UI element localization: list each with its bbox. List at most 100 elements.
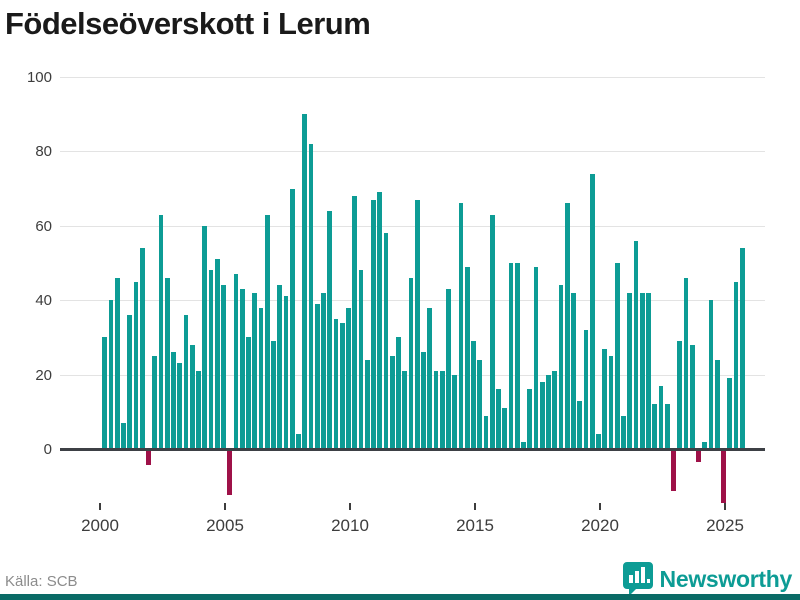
- x-tick: [474, 503, 476, 510]
- bar: [452, 374, 458, 449]
- gridline: [60, 151, 765, 153]
- bar-negative: [721, 450, 726, 503]
- gridline: [60, 225, 765, 227]
- x-tick: [99, 503, 101, 510]
- bar: [308, 143, 314, 449]
- bar: [433, 370, 439, 449]
- bar: [739, 248, 745, 449]
- bar: [658, 385, 664, 449]
- bar: [464, 266, 470, 449]
- newsworthy-wordmark: Newsworthy: [659, 565, 793, 592]
- bar: [202, 225, 208, 449]
- bar: [496, 389, 501, 449]
- bar: [621, 415, 626, 449]
- bar: [558, 285, 564, 449]
- bar: [296, 434, 301, 449]
- bar: [383, 233, 389, 449]
- bar: [414, 199, 420, 449]
- x-tick-label: 2000: [81, 516, 119, 535]
- bar: [352, 196, 358, 449]
- bar: [289, 188, 295, 449]
- bar-negative: [696, 450, 701, 462]
- bar: [608, 356, 614, 449]
- bar: [158, 214, 164, 449]
- bar: [427, 307, 433, 449]
- bar: [596, 434, 601, 449]
- bar: [121, 422, 126, 449]
- bar: [446, 289, 451, 449]
- bar: [246, 337, 251, 449]
- bar: [314, 303, 320, 449]
- bar: [714, 359, 720, 449]
- newsworthy-icon: [622, 562, 653, 596]
- source-label: Källa: SCB: [5, 573, 78, 590]
- bar: [489, 214, 495, 449]
- bar: [271, 341, 276, 449]
- x-axis-line: [60, 447, 765, 451]
- bar: [252, 292, 258, 449]
- bar: [546, 374, 551, 449]
- footer-strip: [0, 594, 800, 600]
- bar: [508, 263, 514, 449]
- bar: [664, 404, 670, 449]
- x-tick: [224, 503, 226, 510]
- bar: [571, 292, 576, 449]
- bar-chart: 0 20 40 60 80 100 2000 2005 2010 2015 2020 2025: [27, 70, 765, 535]
- bar: [389, 356, 395, 449]
- bar: [633, 240, 639, 449]
- bar: [371, 199, 376, 449]
- bar: [183, 315, 189, 449]
- bar: [283, 296, 289, 449]
- bar: [733, 281, 739, 449]
- bar: [702, 441, 708, 449]
- newsworthy-logo: Newsworthy: [622, 562, 793, 596]
- bar: [627, 292, 633, 449]
- bar: [339, 322, 345, 449]
- bar: [377, 192, 383, 449]
- bar: [539, 382, 545, 449]
- bar: [727, 378, 733, 449]
- bar: [264, 214, 270, 449]
- x-tick-label: 2005: [206, 516, 244, 535]
- bar: [346, 307, 351, 449]
- x-tick: [599, 503, 601, 510]
- bar: [483, 415, 489, 449]
- bar: [402, 370, 408, 449]
- bar: [689, 344, 695, 449]
- bar: [514, 263, 520, 449]
- bar: [152, 356, 158, 449]
- bar: [358, 270, 364, 449]
- x-tick-label: 2015: [456, 516, 494, 535]
- bar: [127, 315, 133, 449]
- y-tick-label: 0: [43, 441, 52, 458]
- bar: [614, 263, 620, 449]
- bar: [277, 285, 283, 449]
- bar: [221, 285, 226, 449]
- bar: [502, 408, 508, 449]
- bar: [677, 341, 683, 449]
- bar: [589, 173, 595, 449]
- bar: [133, 281, 139, 449]
- bar: [139, 248, 145, 449]
- y-tick-label: 40: [35, 292, 52, 310]
- bar: [258, 307, 264, 449]
- bar: [408, 277, 414, 449]
- x-tick-label: 2010: [331, 516, 369, 535]
- bar: [533, 266, 539, 449]
- bar-negative: [671, 450, 676, 492]
- bar: [208, 270, 214, 449]
- x-tick-label: 2020: [581, 516, 619, 535]
- y-tick-label: 80: [35, 143, 52, 161]
- bar: [396, 337, 401, 449]
- bar: [602, 348, 608, 449]
- bar: [327, 210, 333, 449]
- bar-negative: [146, 450, 151, 466]
- bar: [471, 341, 476, 449]
- bar: [177, 363, 183, 449]
- bar: [102, 337, 108, 449]
- bar: [646, 292, 651, 449]
- y-tick-label: 60: [35, 217, 52, 235]
- bar: [321, 292, 326, 449]
- bar-negative: [227, 450, 233, 496]
- bar: [552, 370, 558, 449]
